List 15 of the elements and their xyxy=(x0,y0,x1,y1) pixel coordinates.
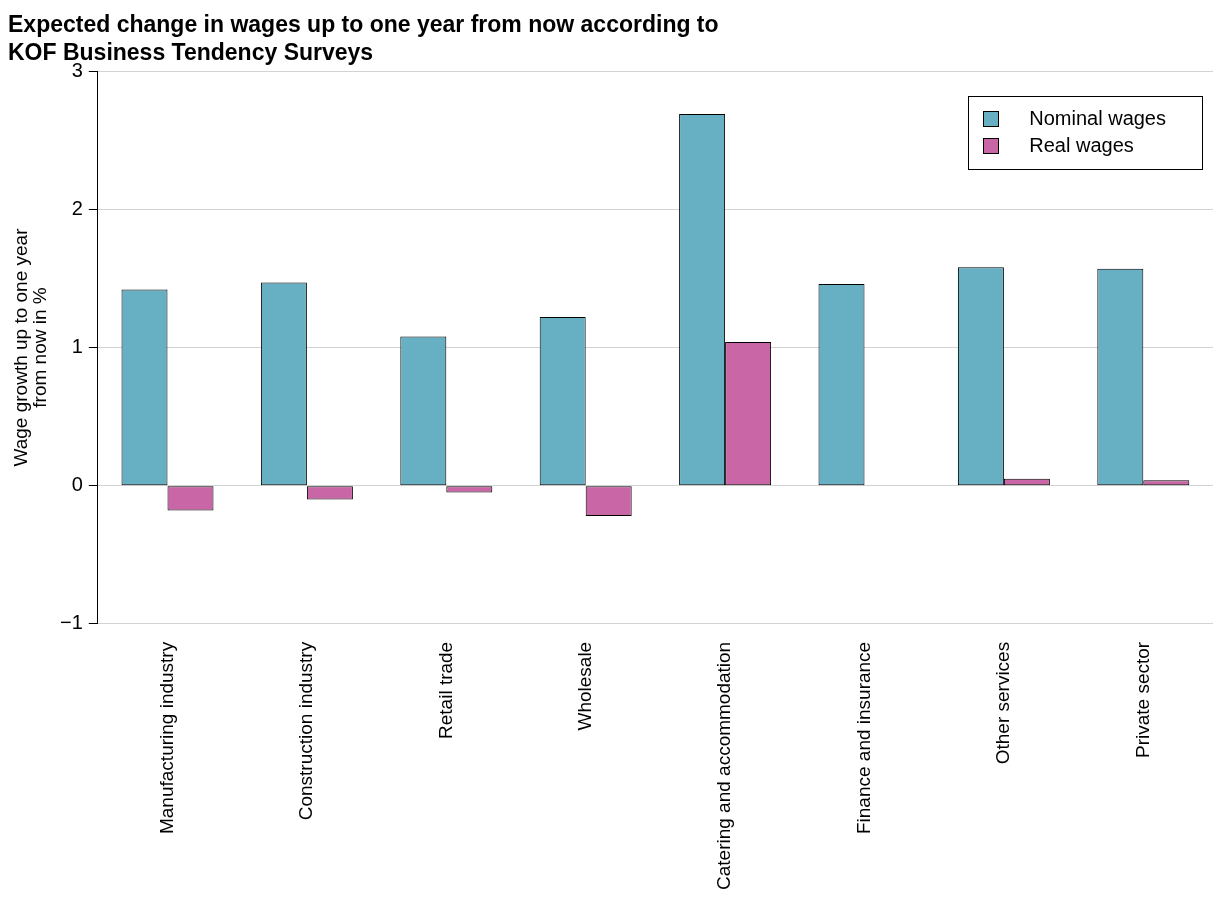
x-tick-label: Other services xyxy=(992,641,1014,765)
y-axis-title: Wage growth up to one year from now in % xyxy=(9,227,50,467)
x-tick-label: Construction industry xyxy=(295,641,317,821)
x-tick-label: Catering and accommodation xyxy=(713,641,735,891)
y-tick-label: −1 xyxy=(59,611,83,634)
y-tick-label: 2 xyxy=(71,196,83,219)
y-tick-label: 0 xyxy=(71,473,83,496)
legend-label: Nominal wages xyxy=(1029,107,1166,130)
x-tick-label: Finance and insurance xyxy=(852,641,874,835)
x-tick-label: Wholesale xyxy=(573,641,595,731)
legend-label: Real wages xyxy=(1029,134,1134,157)
x-tick-label: Manufacturing industry xyxy=(155,641,177,835)
x-tick-label: Private sector xyxy=(1131,641,1153,758)
x-tick-label: Retail trade xyxy=(434,641,456,739)
y-tick-label: 1 xyxy=(71,335,83,358)
